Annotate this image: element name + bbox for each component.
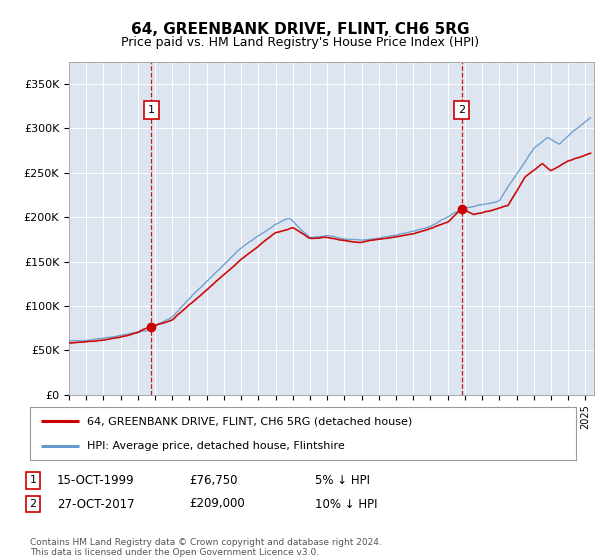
Text: 15-OCT-1999: 15-OCT-1999: [57, 474, 134, 487]
Text: £209,000: £209,000: [189, 497, 245, 511]
Text: 2: 2: [29, 499, 37, 509]
Text: 27-OCT-2017: 27-OCT-2017: [57, 497, 134, 511]
Text: HPI: Average price, detached house, Flintshire: HPI: Average price, detached house, Flin…: [88, 441, 345, 451]
Text: 64, GREENBANK DRIVE, FLINT, CH6 5RG (detached house): 64, GREENBANK DRIVE, FLINT, CH6 5RG (det…: [88, 417, 413, 427]
Text: £76,750: £76,750: [189, 474, 238, 487]
Text: 1: 1: [29, 475, 37, 486]
Text: 10% ↓ HPI: 10% ↓ HPI: [315, 497, 377, 511]
Text: 2: 2: [458, 105, 466, 115]
Text: 5% ↓ HPI: 5% ↓ HPI: [315, 474, 370, 487]
Text: 64, GREENBANK DRIVE, FLINT, CH6 5RG: 64, GREENBANK DRIVE, FLINT, CH6 5RG: [131, 22, 469, 38]
Text: Contains HM Land Registry data © Crown copyright and database right 2024.
This d: Contains HM Land Registry data © Crown c…: [30, 538, 382, 557]
Text: 1: 1: [148, 105, 155, 115]
Text: Price paid vs. HM Land Registry's House Price Index (HPI): Price paid vs. HM Land Registry's House …: [121, 36, 479, 49]
